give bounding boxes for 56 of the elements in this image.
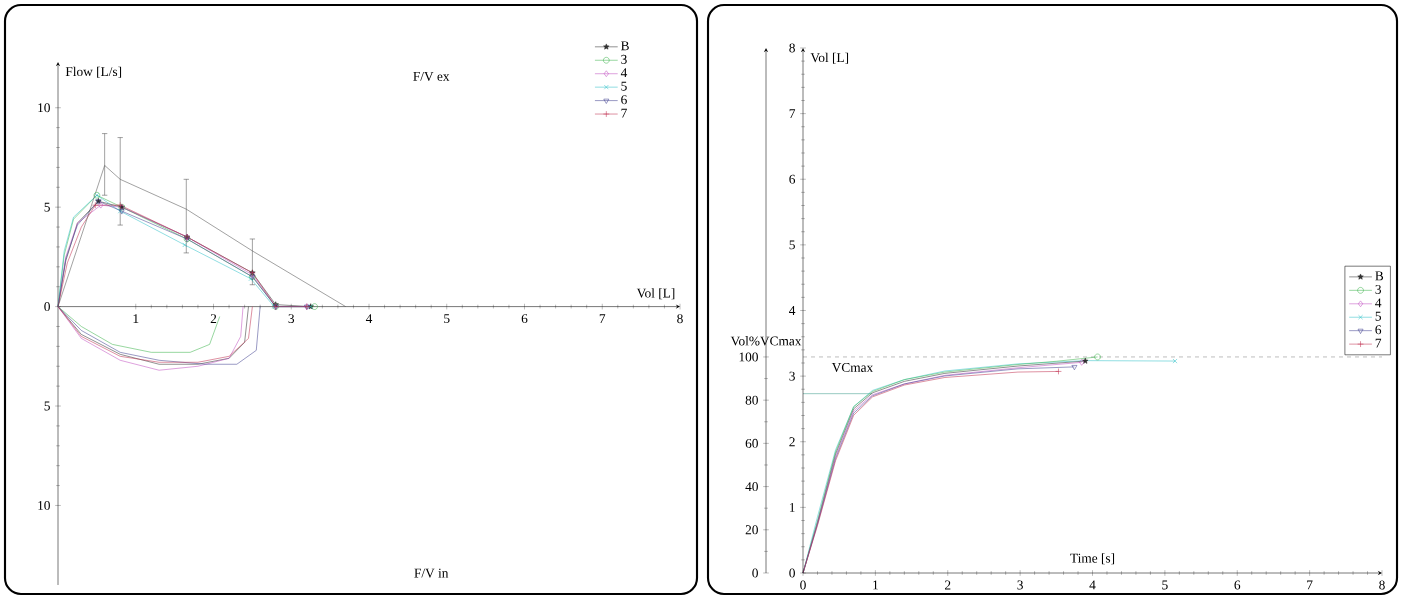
x-tick-label: 2 <box>945 580 951 590</box>
x-axis-title: Time [s] <box>1070 553 1115 565</box>
y2-tick-label: 2 <box>789 437 795 447</box>
x-tick-label: 5 <box>1162 580 1168 590</box>
x-tick-label: 4 <box>365 314 373 323</box>
y-tick-label: 10 <box>38 500 50 510</box>
y-tick-label: 40 <box>745 482 758 492</box>
x-axis-title: Vol [L] <box>636 288 675 300</box>
y-axis-title: Flow [L/s] <box>65 66 122 78</box>
legend-label: B <box>1375 271 1384 281</box>
x-tick-label: 4 <box>1089 580 1096 590</box>
annotation: F/V ex <box>413 71 450 81</box>
x-tick-label: 2 <box>210 314 217 323</box>
y2-tick-label: 1 <box>789 502 795 512</box>
ref-line-label: VCmax <box>831 363 874 373</box>
y-tick-label: 20 <box>745 525 758 535</box>
y-tick-label: 60 <box>745 438 758 448</box>
y-tick-label: 0 <box>44 302 50 312</box>
legend-label: 7 <box>1375 338 1382 348</box>
y2-tick-label: 5 <box>789 240 795 250</box>
y-axis-title: Vol%VCmax <box>730 336 802 346</box>
annotation: F/V in <box>414 568 449 578</box>
y-tick-label: 5 <box>44 202 50 212</box>
x-tick-label: 7 <box>599 314 606 323</box>
x-tick-label: 6 <box>1234 580 1241 590</box>
x-tick-label: 1 <box>873 580 878 590</box>
legend-label: 6 <box>621 95 627 105</box>
x-tick-label: 0 <box>800 580 806 590</box>
legend-label: 6 <box>1375 325 1382 335</box>
x-tick-label: 8 <box>677 314 683 324</box>
legend-label: 4 <box>1375 298 1382 308</box>
x-tick-label: 3 <box>288 314 295 324</box>
y2-tick-label: 0 <box>789 568 795 578</box>
legend-label: 5 <box>621 81 627 91</box>
y2-tick-label: 8 <box>789 43 795 53</box>
x-tick-label: 3 <box>1017 580 1023 590</box>
y2-axis-title: Vol [L] <box>810 52 849 64</box>
x-tick-label: 6 <box>521 314 528 324</box>
legend-label: 3 <box>1375 284 1382 294</box>
y-tick-label: 100 <box>739 352 758 362</box>
y-tick-label: 0 <box>752 568 758 578</box>
y-tick-label: 10 <box>38 103 50 113</box>
x-tick-label: 7 <box>1307 580 1313 590</box>
legend-label: B <box>621 41 629 51</box>
x-tick-label: 5 <box>444 314 450 324</box>
y2-tick-label: 3 <box>789 371 795 381</box>
y2-tick-label: 4 <box>789 306 796 315</box>
legend-label: 4 <box>620 68 628 78</box>
legend-label: 7 <box>621 108 627 118</box>
y-tick-label: 5 <box>44 401 50 411</box>
x-tick-label: 8 <box>1379 580 1385 590</box>
y2-tick-label: 6 <box>789 174 796 184</box>
y-tick-label: 80 <box>745 395 758 405</box>
legend-label: 3 <box>621 54 627 64</box>
y2-tick-label: 7 <box>789 109 796 118</box>
x-tick-label: 1 <box>133 314 139 323</box>
